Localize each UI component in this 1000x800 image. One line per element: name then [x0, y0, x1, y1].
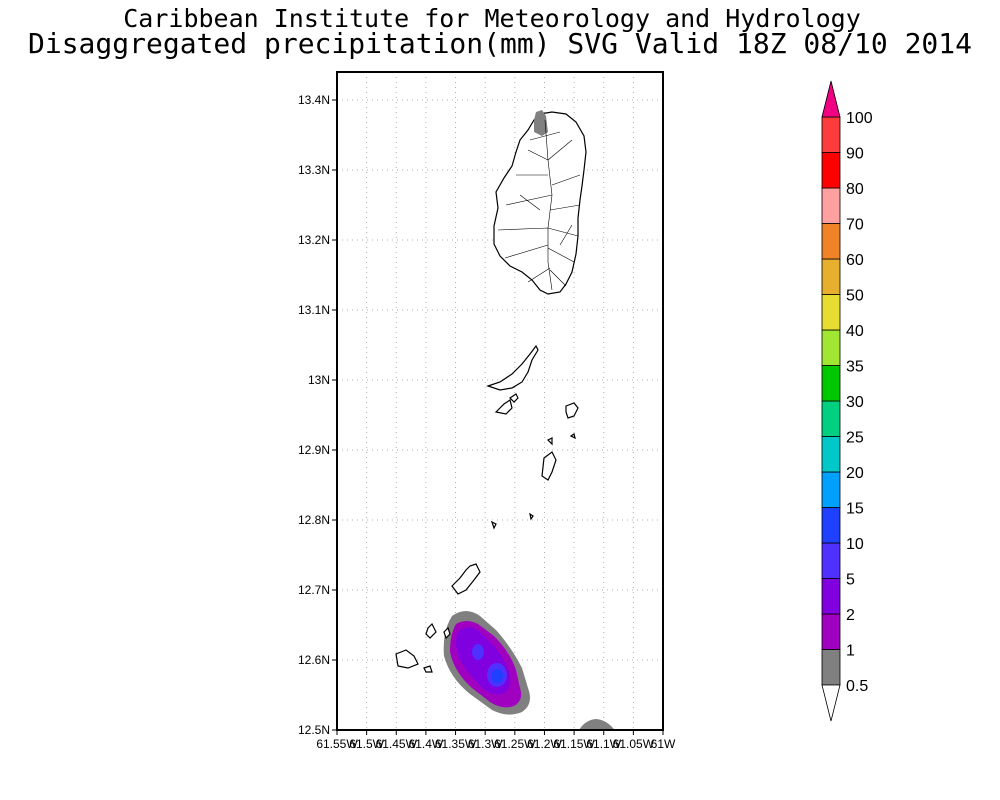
bequia-island — [486, 344, 539, 391]
lat-tick-label: 12.9N — [298, 443, 330, 457]
saint-vincent-north-shade — [534, 110, 548, 136]
colorbar-swatch — [821, 152, 841, 189]
precip-contour-5a — [472, 644, 484, 660]
colorbar-swatch — [821, 436, 841, 473]
lon-tick-label: 61.2W — [527, 737, 562, 751]
lon-tick-label: 61W — [651, 737, 676, 751]
colorbar-swatch — [821, 578, 841, 615]
colorbar-swatch — [821, 471, 841, 508]
colorbar-level-label: 60 — [846, 252, 864, 269]
ronde-island — [395, 649, 419, 669]
lon-tick-label: 61.25W — [494, 737, 536, 751]
colorbar-swatch — [821, 507, 841, 544]
colorbar-level-label: 1 — [846, 643, 855, 660]
colorbar-level-label: 100 — [846, 110, 873, 127]
colorbar-upper-extend — [821, 80, 841, 118]
product-title: Disaggregated precipitation(mm) SVG Vali… — [27, 27, 972, 60]
colorbar-swatch — [821, 329, 841, 366]
map-frame — [336, 71, 664, 731]
small-islet-8 — [423, 665, 433, 673]
colorbar-level-label: 90 — [846, 146, 864, 163]
canouan-island — [541, 451, 557, 481]
small-islet-3 — [546, 437, 553, 446]
colorbar-level-label: 5 — [846, 572, 855, 589]
coastlines — [395, 110, 587, 673]
institution-title: Caribbean Institute for Meteorology and … — [123, 4, 861, 33]
colorbar-level-label: 70 — [846, 217, 864, 234]
colorbar-level-label: 40 — [846, 323, 864, 340]
small-islet-5 — [490, 520, 497, 530]
lat-tick-label: 13.2N — [298, 233, 330, 247]
small-islet-4 — [569, 433, 576, 440]
lat-tick-label: 13.1N — [298, 303, 330, 317]
precip-contour-10 — [491, 669, 503, 683]
small-islet-6 — [529, 512, 534, 521]
colorbar-level-label: 30 — [846, 394, 864, 411]
lon-tick-label: 61.05W — [613, 737, 655, 751]
colorbar-swatch — [821, 613, 841, 650]
colorbar-level-label: 35 — [846, 359, 864, 376]
colorbar-swatch — [821, 187, 841, 224]
lat-tick-label: 13.4N — [298, 93, 330, 107]
colorbar-swatch — [821, 649, 841, 686]
lon-tick-label: 61.15W — [553, 737, 595, 751]
lon-tick-label: 61.45W — [376, 737, 418, 751]
colorbar-level-label: 25 — [846, 430, 864, 447]
small-islet-1 — [494, 399, 513, 415]
small-islet-2 — [509, 393, 519, 403]
colorbar-swatch — [821, 258, 841, 295]
lat-tick-label: 12.7N — [298, 583, 330, 597]
longitude-axis: 61.55W61.5W61.45W61.4W61.35W61.3W61.25W6… — [316, 730, 676, 751]
precip-contour-0.5-south — [579, 719, 615, 730]
lon-tick-label: 61.3W — [468, 737, 503, 751]
colorbar-lower-extend — [821, 684, 841, 722]
colorbar-level-label: 2 — [846, 607, 855, 624]
colorbar-level-label: 20 — [846, 465, 864, 482]
carriacou-island — [451, 563, 481, 595]
petite-martinique-island — [425, 622, 437, 639]
colorbar-swatch — [821, 116, 841, 153]
precipitation-field — [443, 611, 615, 730]
lon-tick-label: 61.4W — [409, 737, 444, 751]
lon-tick-label: 61.35W — [435, 737, 477, 751]
lat-tick-label: 12.5N — [298, 723, 330, 737]
lon-tick-label: 61.55W — [316, 737, 358, 751]
colorbar-level-label: 80 — [846, 181, 864, 198]
latitude-axis: 13.4N 13.3N 13.2N 13.1N 13N 12.9N 12.8N 12.7N 12… — [298, 93, 337, 737]
colorbar-level-label: 50 — [846, 288, 864, 305]
small-islet-7 — [443, 626, 451, 640]
colorbar-level-label: 10 — [846, 536, 864, 553]
colorbar-swatch — [821, 294, 841, 331]
lat-tick-label: 12.6N — [298, 653, 330, 667]
lat-tick-label: 13N — [308, 373, 330, 387]
colorbar-swatch — [821, 400, 841, 437]
lat-tick-label: 12.8N — [298, 513, 330, 527]
lat-tick-label: 13.3N — [298, 163, 330, 177]
colorbar-level-label: 0.5 — [846, 678, 868, 695]
lon-tick-label: 61.5W — [349, 737, 384, 751]
lon-tick-label: 61.1W — [586, 737, 621, 751]
colorbar-level-label: 15 — [846, 501, 864, 518]
colorbar-swatch — [821, 542, 841, 579]
colorbar-swatch — [821, 365, 841, 402]
map-grid — [337, 72, 663, 730]
watershed-lines — [497, 119, 581, 291]
saint-vincent-island — [493, 111, 587, 295]
mustique-island — [565, 402, 579, 419]
colorbar-swatch — [821, 223, 841, 260]
